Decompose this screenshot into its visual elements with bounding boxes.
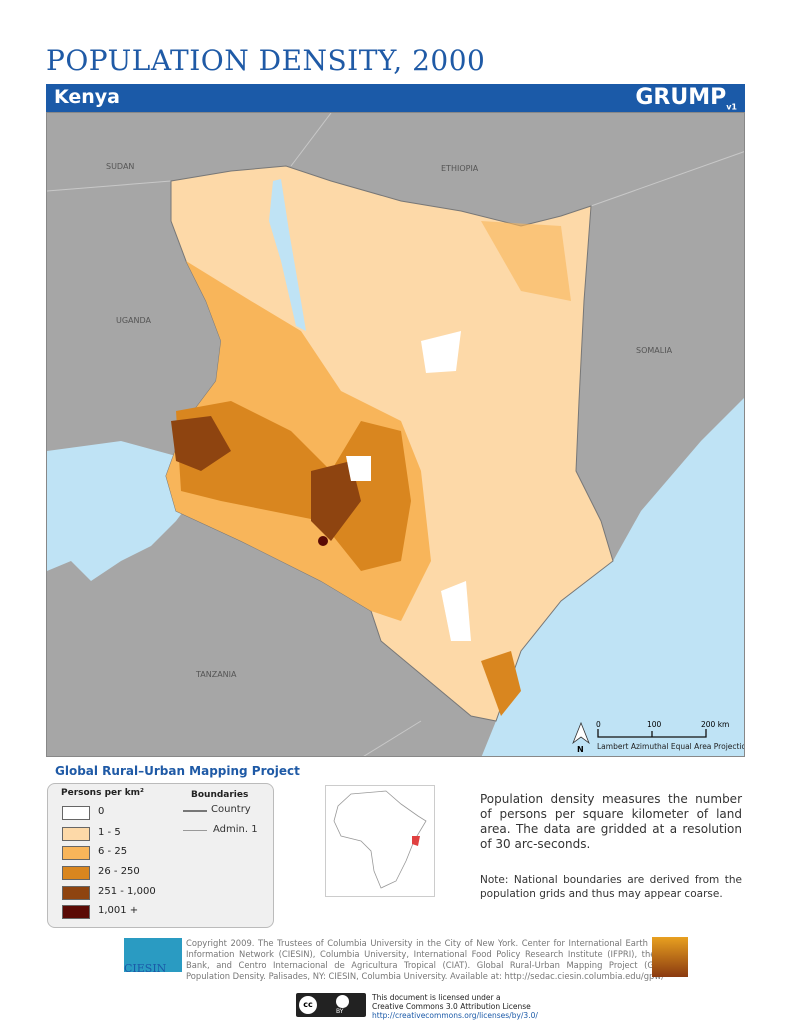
north-arrow-icon [572,721,590,745]
legend-boundaries-title: Boundaries [191,790,249,800]
project-name: Global Rural–Urban Mapping Project [55,764,300,778]
ciesin-logo-text: CIESIN [124,962,167,975]
country-line [183,810,207,812]
boundary-label: Admin. 1 [213,824,258,835]
svg-text:0: 0 [596,720,601,729]
swatch-2 [62,846,90,860]
swatch-1 [62,827,90,841]
cc-icon: cc [299,996,317,1014]
swatch-5 [62,905,90,919]
legend: Persons per km² Boundaries 0 1 - 5 6 - 2… [47,783,274,928]
ciesin-logo [124,938,182,972]
swatch-3 [62,866,90,880]
sedac-logo [652,937,688,977]
lake-turkana [269,179,306,331]
label-somalia: SOMALIA [636,346,673,355]
note: Note: National boundaries are derived fr… [480,874,742,900]
label-sudan: SUDAN [106,162,134,171]
class-label: 6 - 25 [98,846,128,857]
legend-density-title: Persons per km² [61,788,144,798]
country-name: Kenya [54,86,121,108]
label-tanzania: TANZANIA [195,670,237,679]
scale-bar: N 0 100 200 km Lambert Azimuthal Equal A… [572,720,745,754]
swatch-0 [62,806,90,820]
projection-label: Lambert Azimuthal Equal Area Projection [597,742,745,751]
license-link[interactable]: http://creativecommons.org/licenses/by/3… [372,1011,538,1020]
admin-line [183,830,207,831]
indian-ocean [481,398,744,756]
density-patches [166,221,571,716]
kenya-highlight [412,836,420,846]
lake-victoria [47,441,201,581]
class-label: 0 [98,806,105,817]
license-text: This document is licensed under a Creati… [372,993,538,1020]
svg-text:200 km: 200 km [701,720,729,729]
description: Population density measures the number o… [480,792,742,851]
africa-locator-map [325,785,435,897]
title-bar: Kenya GRUMPv1 [46,84,745,112]
class-label: 1 - 5 [98,827,121,838]
cc-license-badge: cc BY [296,993,366,1017]
label-uganda: UGANDA [116,316,152,325]
class-label: 1,001 + [98,905,139,916]
svg-text:100: 100 [647,720,662,729]
class-label: 26 - 250 [98,866,140,877]
boundary-label: Country [211,804,251,815]
swatch-4 [62,886,90,900]
grump-logo: GRUMPv1 [635,85,737,112]
page-title: POPULATION DENSITY, 2000 [46,44,486,77]
attribution-icon [336,995,349,1008]
population-density-map: SUDAN ETHIOPIA UGANDA SOMALIA TANZANIA N… [46,112,745,757]
copyright: Copyright 2009. The Trustees of Columbia… [186,938,684,981]
label-ethiopia: ETHIOPIA [441,164,479,173]
class-label: 251 - 1,000 [98,886,156,897]
svg-text:N: N [577,745,584,754]
